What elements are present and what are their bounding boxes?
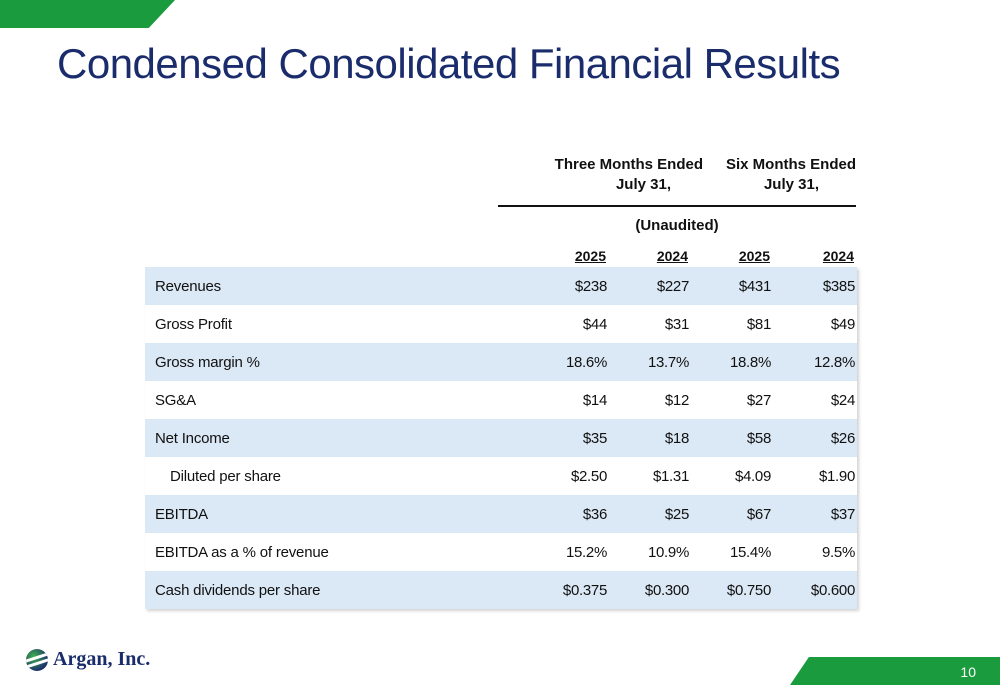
row-label: EBITDA as a % of revenue <box>155 543 329 561</box>
globe-icon <box>26 648 48 671</box>
page-number: 10 <box>960 664 976 680</box>
row-value: $385 <box>822 277 855 295</box>
row-value: $58 <box>746 429 771 447</box>
row-label: Gross Profit <box>155 315 232 333</box>
row-value: $18 <box>664 429 689 447</box>
row-label: Revenues <box>155 277 221 295</box>
row-value: $238 <box>574 277 607 295</box>
row-value: $431 <box>738 277 771 295</box>
year-header: 2024 <box>822 248 854 264</box>
header-rule <box>498 205 856 207</box>
three-months-header-line2: July 31, <box>615 176 671 193</box>
row-value: 10.9% <box>647 543 689 561</box>
row-value: $227 <box>656 277 689 295</box>
three-months-header: Three Months Ended July 31, <box>503 155 703 195</box>
table-row: Diluted per share $2.50 $1.31 $4.09 $1.9… <box>145 457 857 495</box>
row-value: $1.31 <box>652 467 689 485</box>
row-label: Gross margin % <box>155 353 260 371</box>
row-value: $0.750 <box>726 581 771 599</box>
table-row: EBITDA as a % of revenue 15.2% 10.9% 15.… <box>145 533 857 571</box>
row-value: $67 <box>746 505 771 523</box>
row-value: 9.5% <box>822 543 855 561</box>
financial-table: Revenues $238 $227 $431 $385 Gross Profi… <box>145 267 857 609</box>
row-value: $36 <box>582 505 607 523</box>
row-value: $24 <box>830 391 855 409</box>
row-value: 12.8% <box>813 353 855 371</box>
table-row: EBITDA $36 $25 $67 $37 <box>145 495 857 533</box>
row-value: $44 <box>582 315 607 333</box>
row-value: $49 <box>830 315 855 333</box>
table-row: SG&A $14 $12 $27 $24 <box>145 381 857 419</box>
row-value: 13.7% <box>647 353 689 371</box>
row-value: $14 <box>582 391 607 409</box>
slide-title: Condensed Consolidated Financial Results <box>57 40 841 87</box>
row-value: 18.8% <box>729 353 771 371</box>
table-row: Gross margin % 18.6% 13.7% 18.8% 12.8% <box>145 343 857 381</box>
year-header: 2025 <box>574 248 606 264</box>
row-label: Net Income <box>155 429 230 447</box>
company-logo: Argan, Inc. <box>26 648 150 671</box>
row-value: $4.09 <box>734 467 771 485</box>
six-months-header-line2: July 31, <box>763 176 819 193</box>
three-months-header-line1: Three Months Ended <box>554 156 703 173</box>
row-value: $0.600 <box>810 581 855 599</box>
row-value: $26 <box>830 429 855 447</box>
row-value: 18.6% <box>565 353 607 371</box>
row-value: $31 <box>664 315 689 333</box>
year-header: 2025 <box>738 248 770 264</box>
unaudited-note: (Unaudited) <box>635 217 719 234</box>
row-value: $12 <box>664 391 689 409</box>
logo-text: Argan, Inc. <box>53 648 151 670</box>
top-accent-bar <box>0 0 175 28</box>
row-label: EBITDA <box>155 505 208 523</box>
table-row: Gross Profit $44 $31 $81 $49 <box>145 305 857 343</box>
row-value: $27 <box>746 391 771 409</box>
row-value: $1.90 <box>818 467 855 485</box>
row-value: 15.4% <box>729 543 771 561</box>
row-label: SG&A <box>155 391 196 409</box>
row-value: $0.300 <box>644 581 689 599</box>
table-row: Revenues $238 $227 $431 $385 <box>145 267 857 305</box>
row-value: $35 <box>582 429 607 447</box>
row-value: $37 <box>830 505 855 523</box>
row-label: Cash dividends per share <box>155 581 321 599</box>
bottom-accent-bar <box>790 657 1000 685</box>
row-label: Diluted per share <box>170 467 281 485</box>
six-months-header: Six Months Ended July 31, <box>656 155 856 195</box>
row-value: $0.375 <box>562 581 607 599</box>
table-row: Cash dividends per share $0.375 $0.300 $… <box>145 571 857 609</box>
six-months-header-line1: Six Months Ended <box>725 156 856 173</box>
row-value: $81 <box>746 315 771 333</box>
row-value: $2.50 <box>570 467 607 485</box>
table-row: Net Income $35 $18 $58 $26 <box>145 419 857 457</box>
row-value: $25 <box>664 505 689 523</box>
row-value: 15.2% <box>565 543 607 561</box>
year-header: 2024 <box>656 248 688 264</box>
